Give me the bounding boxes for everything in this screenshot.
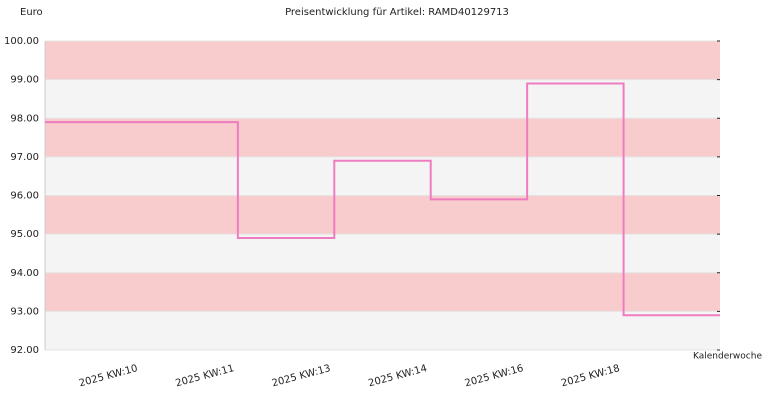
y-axis-label: Euro [20, 7, 43, 18]
y-tick-label: 97.00 [10, 152, 39, 163]
background-band [45, 118, 720, 157]
x-tick-label: 2025 KW:10 [78, 363, 139, 389]
y-tick-label: 95.00 [10, 229, 39, 240]
background-band [45, 156, 720, 196]
y-tick-label: 94.00 [10, 268, 39, 279]
x-tick-label: 2025 KW:16 [464, 363, 525, 389]
x-tick-label: 2025 KW:14 [367, 363, 428, 389]
x-tick-label: 2025 KW:18 [560, 363, 621, 389]
chart-title: Preisentwicklung für Artikel: RAMD401297… [285, 7, 509, 18]
background-band [45, 311, 720, 350]
y-tick-label: 96.00 [10, 191, 39, 202]
y-tick-label: 93.00 [10, 306, 39, 317]
x-tick-label: 2025 KW:11 [174, 363, 235, 389]
background-band [45, 41, 720, 80]
y-tick-label: 100.00 [4, 36, 39, 47]
x-tick-label: 2025 KW:13 [271, 363, 332, 389]
background-band [45, 234, 720, 273]
y-tick-label: 99.00 [10, 75, 39, 86]
background-band [45, 79, 720, 119]
background-band [45, 272, 720, 312]
x-axis-label: Kalenderwoche [693, 352, 762, 362]
y-tick-label: 98.00 [10, 113, 39, 124]
background-band [45, 195, 720, 235]
price-line [45, 82, 720, 317]
y-tick-label: 92.00 [10, 345, 39, 356]
